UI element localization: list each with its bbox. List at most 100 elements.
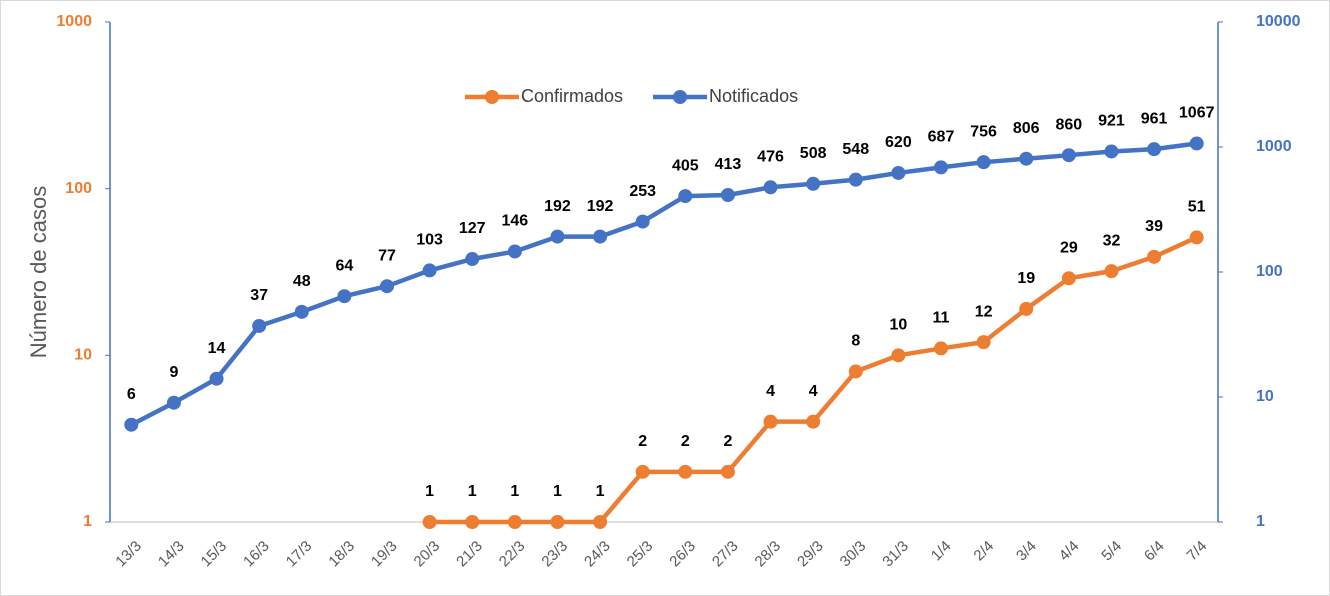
- series-point: [720, 188, 735, 203]
- series-point: [635, 464, 650, 479]
- data-label: 405: [672, 157, 699, 174]
- series-point: [1147, 142, 1162, 157]
- series-point: [976, 155, 991, 170]
- series-point: [507, 244, 522, 259]
- data-label: 19: [1017, 270, 1035, 287]
- data-label: 29: [1060, 239, 1078, 256]
- legend-label: Confirmados: [521, 86, 623, 106]
- data-label: 687: [928, 129, 955, 146]
- data-label: 508: [800, 145, 827, 162]
- series-point: [934, 160, 948, 175]
- series-point: [124, 417, 139, 432]
- series-point: [1104, 264, 1119, 279]
- data-label: 12: [975, 303, 993, 320]
- data-label: 14: [208, 340, 226, 357]
- series-point: [806, 176, 821, 191]
- series-point: [209, 371, 224, 386]
- y-tick-label: 1000: [56, 13, 92, 30]
- series-point: [848, 172, 863, 187]
- data-label: 77: [378, 247, 396, 264]
- series-point: [635, 214, 650, 229]
- data-label: 8: [851, 333, 860, 350]
- data-label: 476: [757, 149, 784, 166]
- data-label: 2: [723, 433, 732, 450]
- data-label: 4: [766, 383, 775, 400]
- series-point: [976, 335, 991, 350]
- series-point: [550, 229, 565, 244]
- series-point: [678, 464, 693, 479]
- series-point: [422, 263, 437, 278]
- data-label: 4: [809, 383, 818, 400]
- data-label: 548: [842, 141, 869, 158]
- data-label: 961: [1141, 110, 1168, 127]
- data-label: 756: [970, 123, 997, 140]
- y-tick-label: 100: [65, 180, 92, 197]
- series-line: [130, 141, 1197, 427]
- series-point: [848, 364, 863, 379]
- series-point: [252, 318, 267, 333]
- data-label: 253: [629, 183, 656, 200]
- data-label: 103: [416, 232, 443, 249]
- series-point: [1104, 144, 1119, 159]
- series-point: [507, 515, 522, 529]
- series-point: [891, 348, 906, 363]
- series-point: [166, 395, 181, 410]
- series-point: [934, 341, 948, 356]
- y2-tick-label: 1: [1256, 513, 1265, 530]
- data-label: 921: [1098, 113, 1125, 130]
- data-label: 127: [459, 220, 486, 237]
- data-label: 9: [169, 364, 178, 381]
- y2-tick-label: 1000: [1256, 138, 1292, 155]
- legend-marker: [485, 90, 499, 104]
- series-point: [1189, 230, 1204, 245]
- data-label: 413: [715, 156, 742, 173]
- series-point: [1061, 148, 1076, 163]
- legend-marker: [673, 90, 688, 104]
- data-label: 2: [638, 433, 647, 450]
- series-point: [593, 229, 608, 244]
- series-point: [294, 304, 309, 319]
- data-label: 620: [885, 134, 912, 151]
- data-label: 192: [587, 198, 614, 215]
- legend-label: Notificados: [709, 86, 798, 106]
- series-point: [1189, 136, 1204, 151]
- data-label: 1: [596, 483, 605, 500]
- y-tick-label: 10: [74, 347, 92, 364]
- series-point: [806, 414, 821, 429]
- y2-tick-label: 10000: [1256, 13, 1301, 30]
- data-label: 1: [510, 483, 519, 500]
- series-point: [1019, 151, 1034, 166]
- series-point: [380, 279, 394, 294]
- data-label: 1067: [1179, 105, 1215, 122]
- data-label: 1: [468, 483, 477, 500]
- data-label: 39: [1145, 218, 1163, 235]
- series-point: [1061, 271, 1076, 286]
- series-point: [1019, 301, 1034, 316]
- data-label: 192: [544, 198, 571, 215]
- data-label: 32: [1103, 232, 1121, 249]
- series-point: [337, 289, 352, 304]
- data-label: 806: [1013, 120, 1040, 137]
- data-label: 11: [933, 310, 950, 327]
- series-point: [1147, 249, 1162, 264]
- series-point: [763, 414, 778, 429]
- y-tick-label: 1: [83, 513, 92, 530]
- series-point: [465, 252, 480, 267]
- series-point: [891, 165, 906, 180]
- y2-tick-label: 100: [1256, 263, 1283, 280]
- data-label: 146: [501, 213, 528, 230]
- data-label: 6: [127, 386, 136, 403]
- series-point: [763, 180, 778, 195]
- data-label: 860: [1055, 116, 1082, 133]
- data-label: 48: [293, 273, 311, 290]
- data-label: 10: [889, 317, 907, 334]
- data-label: 2: [681, 433, 690, 450]
- series-point: [720, 464, 735, 479]
- series-point: [678, 189, 693, 204]
- series-point: [422, 515, 437, 529]
- data-label: 1: [553, 483, 562, 500]
- series-point: [465, 515, 480, 529]
- y2-tick-label: 10: [1256, 388, 1274, 405]
